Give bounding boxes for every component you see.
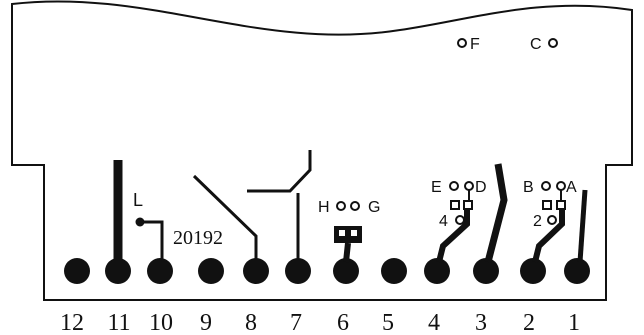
pin-7-switch	[247, 150, 312, 193]
terminal-2	[547, 215, 557, 225]
pin-6-jumper	[334, 226, 362, 243]
pin-number-1: 1	[568, 310, 580, 335]
label-A: A	[566, 179, 577, 196]
pin-5-pad	[381, 258, 407, 284]
terminal-H	[336, 201, 346, 211]
pin-pads	[64, 258, 590, 284]
pin-7-pad	[285, 258, 311, 284]
label-B: B	[523, 179, 534, 196]
terminal-F	[457, 38, 467, 48]
pin-1-pad	[564, 258, 590, 284]
pin-number-7: 7	[290, 310, 302, 335]
pin-6-pad	[333, 258, 359, 284]
pin-6-trace	[343, 242, 351, 263]
terminals	[336, 38, 566, 225]
pin-12-pad	[64, 258, 90, 284]
pin-8-pad	[243, 258, 269, 284]
label-L: L	[133, 190, 143, 210]
terminal-D	[464, 181, 474, 191]
label-F: F	[470, 36, 480, 53]
terminal-C	[548, 38, 558, 48]
pin-9-pad	[198, 258, 224, 284]
pin-number-6: 6	[337, 310, 349, 335]
pin-number-5: 5	[382, 310, 394, 335]
terminal-4	[455, 215, 465, 225]
traces	[113, 150, 588, 263]
part-number: 20192	[173, 227, 223, 249]
pin-number-8: 8	[245, 310, 257, 335]
pin-1-trace	[577, 189, 588, 263]
terminal-2-square-right	[556, 200, 566, 210]
pin-number-2: 2	[523, 310, 535, 335]
label-2: 2	[533, 213, 542, 230]
pin-3-pad	[473, 258, 499, 284]
terminal-G-left	[350, 201, 360, 211]
terminal-2-square-left	[542, 200, 552, 210]
board-outline	[11, 0, 633, 301]
pin-number-9: 9	[200, 310, 212, 335]
label-E: E	[431, 179, 442, 196]
terminal-L	[135, 217, 145, 227]
terminal-B	[541, 181, 551, 191]
pin-numbers: 12 11 10 9 8 7 6 5 4 3 2 1	[60, 310, 580, 335]
label-C: C	[530, 36, 542, 53]
pin-8-switch	[192, 174, 258, 262]
pin-4-trace	[436, 210, 470, 263]
terminal-E	[449, 181, 459, 191]
pin-10-pad	[147, 258, 173, 284]
terminal-labels: F C L H G E D B A 4 2	[133, 36, 577, 230]
pin-number-10: 10	[149, 310, 173, 335]
pin-11-pad	[105, 258, 131, 284]
pin-3-trace	[484, 163, 508, 263]
label-D: D	[475, 179, 487, 196]
label-G: G	[368, 199, 380, 216]
pin-number-12: 12	[60, 310, 84, 335]
terminal-A	[556, 181, 566, 191]
terminal-connectors	[468, 190, 562, 201]
pin-number-11: 11	[107, 310, 130, 335]
pin-4-pad	[424, 258, 450, 284]
pin-6-jumper-window-left	[339, 230, 345, 236]
pin-2-trace	[532, 210, 565, 263]
pin-number-4: 4	[428, 310, 440, 335]
pin-number-3: 3	[475, 310, 487, 335]
pin-10-trace	[140, 220, 164, 262]
label-4: 4	[439, 213, 448, 230]
terminal-4-square-right	[463, 200, 473, 210]
terminal-4-square-left	[450, 200, 460, 210]
pin-2-pad	[520, 258, 546, 284]
pin-6-jumper-window-right	[351, 230, 357, 236]
label-H: H	[318, 199, 330, 216]
